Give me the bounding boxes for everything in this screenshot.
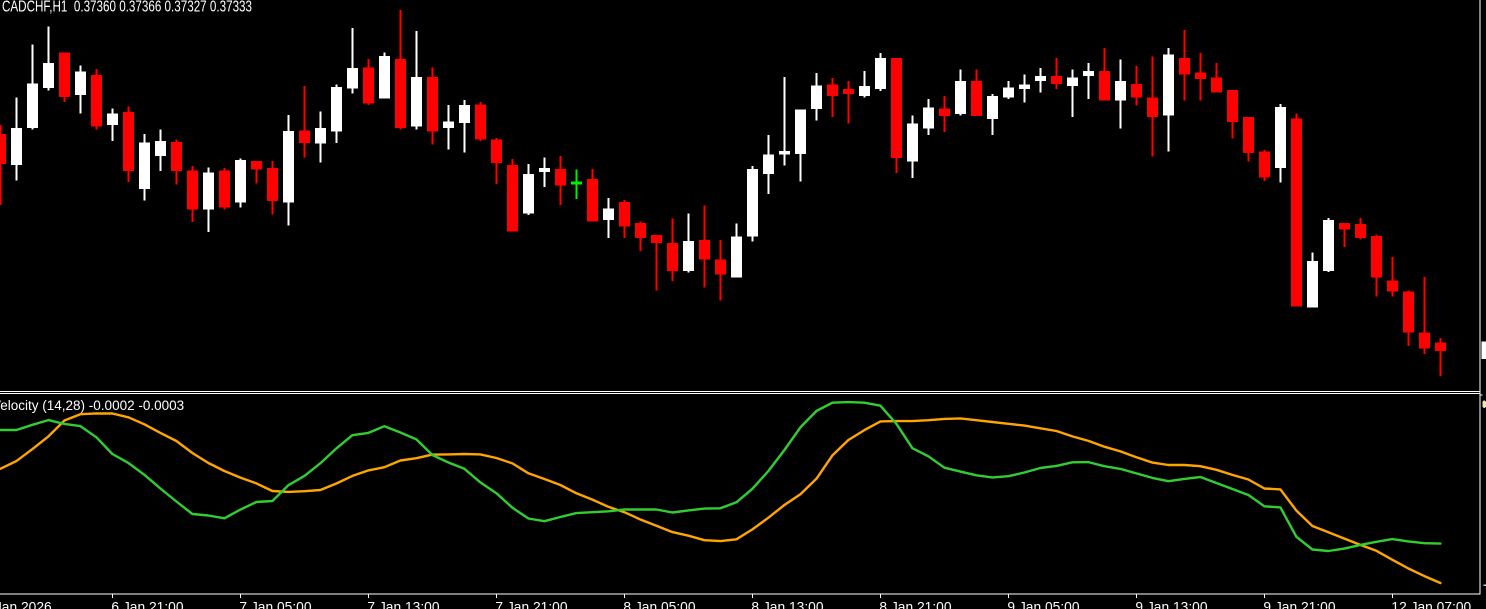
svg-text:6 Jan 2026: 6 Jan 2026 [0, 600, 52, 609]
svg-text:8 Jan 05:00: 8 Jan 05:00 [623, 600, 695, 609]
svg-text:8 Jan 21:00: 8 Jan 21:00 [879, 600, 951, 609]
svg-text:12 Jan 07:00: 12 Jan 07:00 [1391, 600, 1471, 609]
svg-text:CADCHF,H1 0.37360 0.37366 0.3: CADCHF,H1 0.37360 0.37366 0.37327 0.3733… [2, 0, 252, 16]
svg-text:9 Jan 21:00: 9 Jan 21:00 [1263, 600, 1335, 609]
svg-text:9 Jan 13:00: 9 Jan 13:00 [1135, 600, 1207, 609]
svg-text:9 Jan 05:00: 9 Jan 05:00 [1007, 600, 1079, 609]
svg-text:Velocity (14,28) -0.0002 -0.00: Velocity (14,28) -0.0002 -0.0003 [0, 398, 184, 413]
svg-text:6 Jan 21:00: 6 Jan 21:00 [111, 600, 183, 609]
svg-text:8 Jan 13:00: 8 Jan 13:00 [751, 600, 823, 609]
svg-text:7 Jan 21:00: 7 Jan 21:00 [495, 600, 567, 609]
svg-text:7 Jan 05:00: 7 Jan 05:00 [239, 600, 311, 609]
svg-text:7 Jan 13:00: 7 Jan 13:00 [367, 600, 439, 609]
